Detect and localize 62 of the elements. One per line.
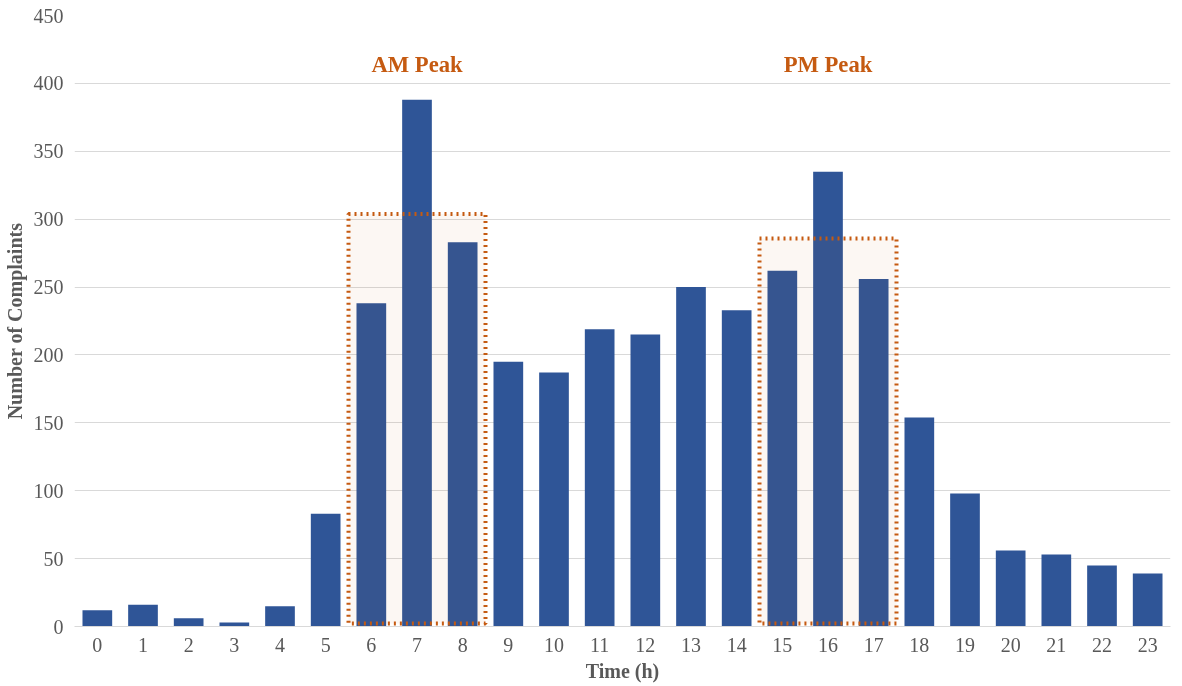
y-tick-label: 250 xyxy=(33,276,64,299)
bar xyxy=(539,372,569,627)
bar xyxy=(219,622,250,627)
x-tick-label: 15 xyxy=(772,633,793,656)
x-tick-label: 3 xyxy=(229,633,240,656)
bar xyxy=(447,242,478,627)
y-tick-label: 450 xyxy=(33,4,64,27)
x-axis-title: Time (h) xyxy=(585,659,660,683)
y-axis-title: Number of Complaints xyxy=(3,222,27,420)
x-tick-label: 14 xyxy=(726,633,747,656)
band-label: PM Peak xyxy=(783,51,873,77)
x-tick-label: 10 xyxy=(544,633,564,656)
bar xyxy=(82,610,113,627)
bar xyxy=(950,493,980,627)
bar xyxy=(676,287,706,627)
x-tick-label: 22 xyxy=(1092,633,1112,656)
y-tick-label: 200 xyxy=(33,343,64,366)
bar xyxy=(721,310,752,627)
x-tick-label: 7 xyxy=(412,633,422,656)
x-tick-label: 13 xyxy=(681,633,701,656)
x-tick-label: 16 xyxy=(818,633,838,656)
bar xyxy=(310,513,341,627)
bar xyxy=(767,270,798,627)
x-tick-label: 4 xyxy=(275,633,285,656)
y-tick-label: 350 xyxy=(33,140,64,163)
bar xyxy=(128,604,158,627)
x-tick-label: 5 xyxy=(320,633,331,656)
bar xyxy=(1087,565,1117,627)
x-tick-label: 19 xyxy=(955,633,975,656)
bar xyxy=(493,361,524,627)
bar xyxy=(265,606,295,627)
x-tick-label: 17 xyxy=(863,633,884,656)
bar xyxy=(904,417,935,627)
bar xyxy=(813,171,843,627)
x-tick-label: 12 xyxy=(635,633,656,656)
band-label: AM Peak xyxy=(371,51,464,77)
x-tick-label: 18 xyxy=(909,633,930,656)
x-tick-label: 0 xyxy=(92,633,103,656)
bar xyxy=(995,550,1026,627)
x-tick-label: 8 xyxy=(457,633,468,656)
bar xyxy=(584,329,615,627)
y-tick-label: 150 xyxy=(33,411,64,434)
y-tick-label: 100 xyxy=(33,479,64,502)
x-tick-label: 1 xyxy=(138,633,148,656)
y-tick-label: 0 xyxy=(53,615,64,638)
x-tick-label: 21 xyxy=(1046,633,1067,656)
bar xyxy=(402,99,432,627)
bar xyxy=(1132,573,1163,627)
x-tick-label: 2 xyxy=(183,633,194,656)
bar xyxy=(356,303,387,627)
y-tick-label: 50 xyxy=(43,547,64,570)
y-tick-label: 400 xyxy=(33,72,64,95)
x-tick-label: 9 xyxy=(503,633,514,656)
x-tick-label: 23 xyxy=(1137,633,1158,656)
bar xyxy=(858,278,889,627)
x-tick-label: 20 xyxy=(1000,633,1021,656)
bar xyxy=(1041,554,1072,627)
bar xyxy=(173,618,204,627)
bar xyxy=(630,334,661,627)
x-tick-label: 6 xyxy=(366,633,377,656)
x-tick-label: 11 xyxy=(590,633,610,656)
y-tick-label: 300 xyxy=(33,208,64,231)
